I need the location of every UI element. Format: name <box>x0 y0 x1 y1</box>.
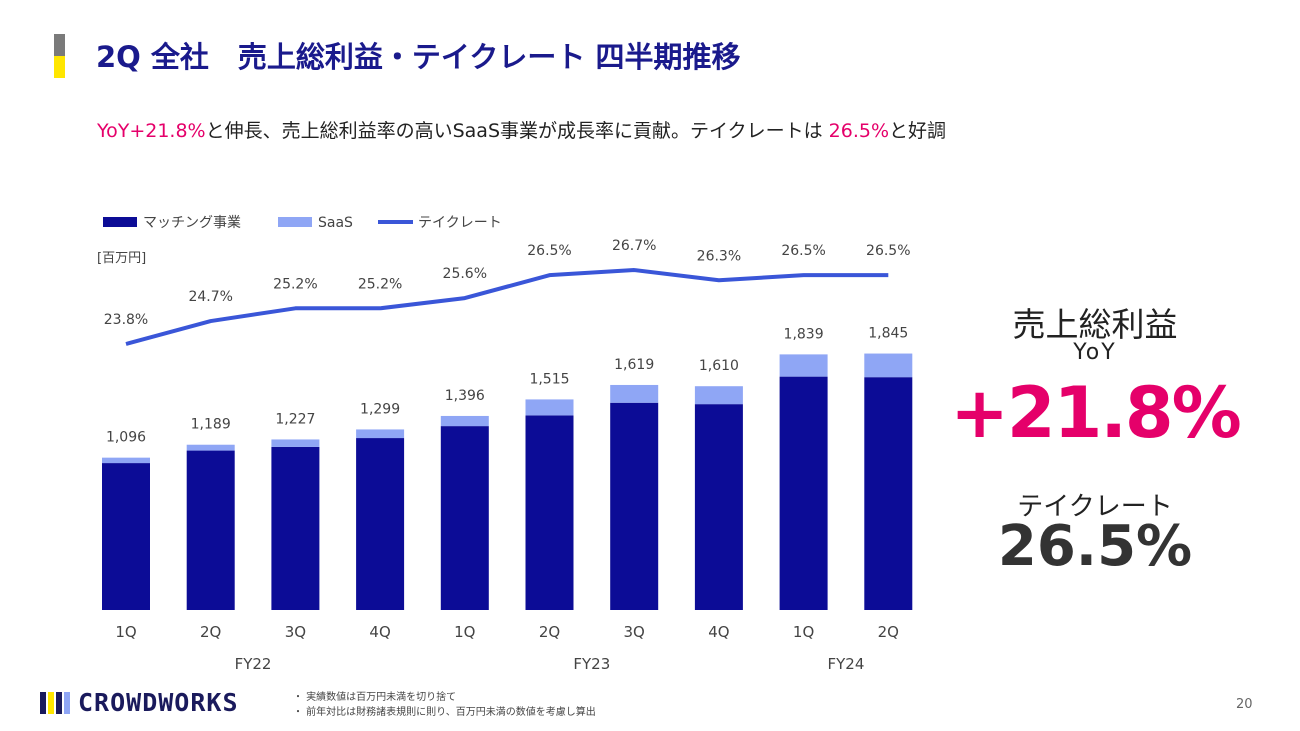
bar-total-label: 1,189 <box>191 417 231 433</box>
subtitle-end: と好調 <box>889 120 947 142</box>
title-accent-bar <box>54 34 65 78</box>
x-tick-label: 1Q <box>793 623 814 641</box>
take-rate-label: 26.5% <box>527 243 571 259</box>
legend-label-matching: マッチング事業 <box>143 215 241 231</box>
bar-saas <box>610 384 659 403</box>
take-rate-label: テイクレート <box>1017 492 1173 522</box>
x-tick-label: 3Q <box>624 623 645 641</box>
legend-swatch-matching <box>103 217 137 227</box>
subtitle-yoy: YoY+21.8% <box>97 120 206 142</box>
take-rate-label: 26.5% <box>781 243 825 259</box>
footnotes: ・ 実績数値は百万円未満を切り捨て ・ 前年対比は財務諸表規則に則り、百万円未満… <box>293 690 596 720</box>
footnote-2: ・ 前年対比は財務諸表規則に則り、百万円未満の数値を考慮し算出 <box>293 707 596 718</box>
bar-saas <box>525 399 574 416</box>
yoy-growth-value: +21.8% <box>950 372 1242 454</box>
bar-matching <box>610 402 659 610</box>
x-tick-label: 2Q <box>878 623 899 641</box>
logo-mark-stripe <box>40 691 46 714</box>
x-tick-label: 4Q <box>369 623 390 641</box>
page-subtitle: YoY+21.8%と伸長、売上総利益率の高いSaaS事業が成長率に貢献。テイクレ… <box>97 116 946 143</box>
gross-profit-label: 売上総利益 <box>1012 305 1178 344</box>
logo-text: CROWDWORKS <box>78 688 239 717</box>
take-rate-label: 25.2% <box>358 276 402 292</box>
logo-mark-icon <box>40 691 70 714</box>
bar-saas <box>864 353 913 378</box>
bar-total-label: 1,227 <box>275 411 315 427</box>
bar-total-label: 1,096 <box>106 430 146 446</box>
yoy-label: YoY <box>1073 340 1117 365</box>
bar-matching <box>864 377 913 610</box>
logo-mark-stripe <box>64 691 70 714</box>
bar-total-label: 1,396 <box>445 388 485 404</box>
bar-total-label: 1,610 <box>699 358 739 374</box>
logo-mark-stripe <box>48 691 54 714</box>
bar-saas <box>102 457 150 464</box>
fiscal-year-label: FY24 <box>828 655 865 673</box>
bar-saas <box>356 429 405 439</box>
legend-swatch-saas <box>278 217 312 227</box>
page-number: 20 <box>1236 697 1253 712</box>
bar-matching <box>102 463 150 610</box>
take-rate-label: 24.7% <box>188 289 232 305</box>
bar-total-label: 1,299 <box>360 401 400 417</box>
x-tick-label: 3Q <box>285 623 306 641</box>
bar-matching <box>694 404 743 610</box>
legend-label-saas: SaaS <box>318 215 353 231</box>
bar-matching <box>779 376 828 610</box>
bar-total-label: 1,839 <box>784 326 824 342</box>
take-rate-label: 25.2% <box>273 276 317 292</box>
bar-total-label: 1,845 <box>868 326 908 342</box>
x-tick-label: 1Q <box>115 623 136 641</box>
subtitle-rate: 26.5% <box>828 120 890 142</box>
bar-total-label: 1,515 <box>529 371 569 387</box>
bar-matching <box>525 415 574 610</box>
take-rate-label: 23.8% <box>104 312 148 328</box>
bar-total-label: 1,619 <box>614 357 654 373</box>
x-tick-label: 2Q <box>200 623 221 641</box>
x-tick-label: 2Q <box>539 623 560 641</box>
page-title: 2Q 全社 売上総利益・テイクレート 四半期推移 <box>96 40 741 74</box>
take-rate-label: 25.6% <box>443 266 487 282</box>
subtitle-text: と伸長、売上総利益率の高いSaaS事業が成長率に貢献。テイクレートは <box>205 120 829 142</box>
bar-matching <box>440 426 489 610</box>
take-rate-value: 26.5% <box>997 514 1193 579</box>
bar-matching <box>356 438 405 610</box>
bar-saas <box>186 444 235 451</box>
take-rate-label: 26.3% <box>697 248 741 264</box>
crowdworks-logo: CROWDWORKS <box>40 688 239 717</box>
take-rate-line <box>125 268 889 346</box>
take-rate-label: 26.5% <box>866 243 910 259</box>
x-tick-label: 4Q <box>708 623 729 641</box>
bar-matching <box>186 450 235 610</box>
logo-mark-stripe <box>56 691 62 714</box>
fiscal-year-label: FY22 <box>235 655 272 673</box>
take-rate-label: 26.7% <box>612 238 656 254</box>
fiscal-year-label: FY23 <box>573 655 610 673</box>
unit-label: [百万円] <box>97 251 146 266</box>
bar-matching <box>271 446 320 610</box>
footnote-1: ・ 実績数値は百万円未満を切り捨て <box>293 692 457 703</box>
bar-saas <box>779 354 828 377</box>
bar-saas <box>440 415 489 427</box>
legend-label-take-rate: テイクレート <box>418 215 502 231</box>
bar-saas <box>271 439 320 447</box>
bar-saas <box>694 386 743 405</box>
x-tick-label: 1Q <box>454 623 475 641</box>
